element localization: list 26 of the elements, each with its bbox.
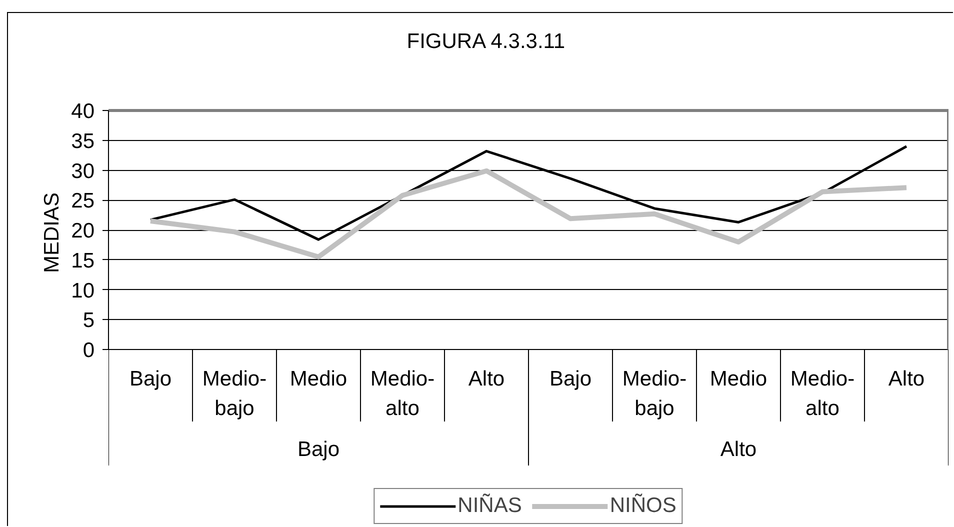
x-tick-label: Alto xyxy=(468,368,505,390)
x-tick-label: Bajo xyxy=(129,368,172,390)
y-tick-label: 40 xyxy=(71,100,94,123)
y-tick-label: 25 xyxy=(71,190,94,213)
line-series xyxy=(149,145,908,241)
x-tick-label: Bajo xyxy=(549,368,592,390)
y-tick-label: 30 xyxy=(71,160,94,183)
y-tick-label: 10 xyxy=(71,279,94,302)
text: Alto xyxy=(720,438,757,461)
chart-title: FIGURA 4.3.3.11 xyxy=(406,30,566,53)
y-tick-label: 5 xyxy=(82,309,95,332)
text: Bajo xyxy=(297,438,340,461)
y-tick-label: 20 xyxy=(71,220,94,242)
y-tick-label: 15 xyxy=(71,249,94,272)
x-tick-label: Medio-bajo xyxy=(202,368,267,420)
legend-label: NIÑAS xyxy=(458,494,522,518)
x-tick-label: Medio-alto xyxy=(790,368,855,420)
x-tick-label: Medio xyxy=(710,368,768,390)
x-tick-label: Medio-bajo xyxy=(622,368,687,420)
y-tick-label: 35 xyxy=(71,130,94,153)
x-tick-label: Medio-alto xyxy=(370,368,435,420)
legend-label: NIÑOS xyxy=(610,494,676,518)
y-axis-title: MEDIAS xyxy=(40,192,64,274)
x-tick-label: Alto xyxy=(888,368,925,390)
x-tick-label: Medio xyxy=(290,368,348,390)
y-tick-label: 0 xyxy=(82,339,95,362)
